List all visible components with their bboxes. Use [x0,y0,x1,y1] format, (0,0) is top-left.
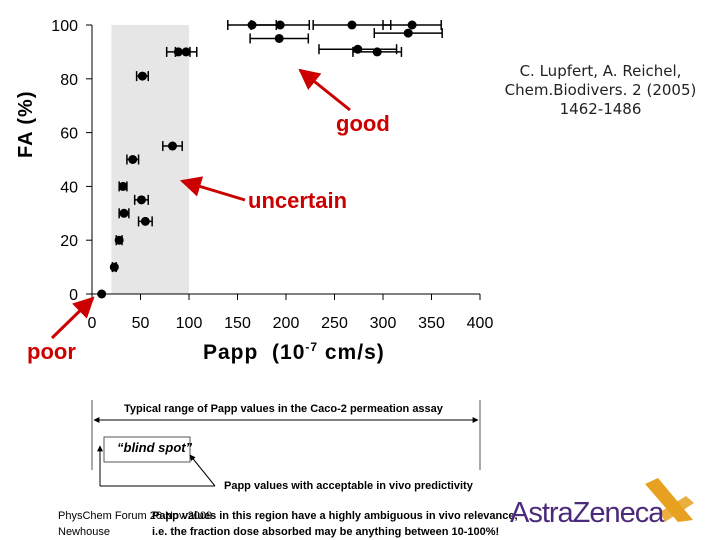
citation: C. Lupfert, A. Reichel, Chem.Biodivers. … [488,62,713,119]
data-point [274,33,284,43]
blind-spot-box [103,436,191,463]
data-point [275,20,285,30]
axis-ticks [86,24,481,300]
data-point [109,262,119,272]
data-points [97,20,443,299]
x-tick-label: 0 [88,315,97,332]
y-tick-label: 20 [60,233,78,250]
data-point [140,216,150,226]
data-point [181,47,191,57]
data-point [347,20,357,30]
footer-source-line2: Newhouse [58,526,110,538]
data-point [97,289,107,299]
data-point [119,208,129,218]
data-point [114,235,124,245]
uncertain-arrow [179,176,246,202]
x-axis-unit-exponent: -7 [305,340,319,354]
x-axis-label: Papp (10-7 cm/s) [203,340,385,365]
x-tick-label: 300 [370,315,397,332]
data-point [118,181,128,191]
data-point [372,47,382,57]
x-tick-label: 350 [418,315,445,332]
data-point [168,141,178,151]
astrazeneca-logo-mark [645,478,694,522]
x-axis-label-name: Papp [203,341,259,364]
footer-note-line2: i.e. the fraction dose absorbed may be a… [152,526,500,538]
y-tick-label: 100 [51,18,78,35]
tick-labels: 0 50 100 150 200 250 300 350 400 0 20 40 60 80 100 [51,18,493,332]
citation-line: Chem.Biodivers. 2 (2005) [504,81,697,99]
poor-arrow [50,296,95,340]
x-tick-label: 150 [224,315,251,332]
data-point [136,195,146,205]
good-annotation: good [336,111,390,136]
footer-source: PhysChem Forum 26 Nov 2009 Newhouse [58,508,212,540]
data-point [137,71,147,81]
footer-note: Papp values in this region have a highly… [152,508,518,540]
poor-annotation: poor [27,339,76,364]
footer-source-line1: PhysChem Forum 26 Nov 2009 [58,510,213,522]
blind-arrow-right [189,454,216,487]
citation-line: C. Lupfert, A. Reichel, [519,62,682,80]
blind-spot-label: “blind spot” [117,440,193,455]
y-axis-label: FA (%) [15,90,37,158]
typical-range-label: Typical range of Papp values in the Caco… [124,403,443,415]
x-axis-unit-tail: cm/s) [318,341,385,364]
x-tick-label: 200 [273,315,300,332]
uncertain-annotation: uncertain [248,188,348,213]
y-tick-label: 40 [60,179,78,196]
data-point [407,20,417,30]
data-point [403,28,413,38]
blind-spot-shading [111,25,189,294]
astrazeneca-logo-text: AstraZeneca [510,497,664,529]
y-tick-label: 80 [60,72,78,89]
acceptable-range-label: Papp values with acceptable in vivo pred… [224,480,473,492]
footer-note-line1: Papp values in this region have a highly… [152,510,518,522]
x-tick-label: 50 [132,315,150,332]
x-tick-label: 250 [321,315,348,332]
x-axis-unit-base: (10 [272,341,306,364]
y-tick-label: 60 [60,126,78,143]
good-arrow [298,68,351,112]
x-tick-label: 100 [176,315,203,332]
y-tick-label: 0 [69,287,78,304]
citation-line: 1462-1486 [559,100,642,118]
data-point [128,155,138,164]
x-tick-label: 400 [467,315,494,332]
